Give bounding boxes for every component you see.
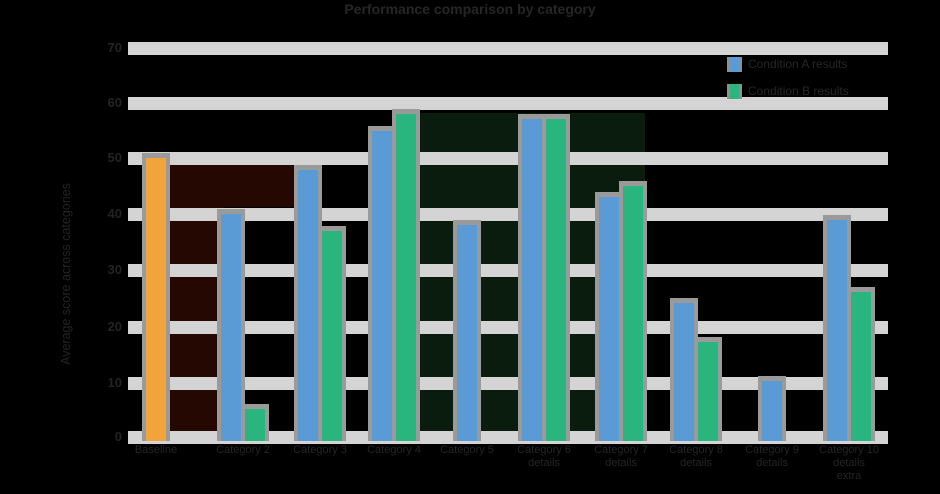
x-tick-label: Category 4 xyxy=(367,444,421,456)
bar-green-group-8 xyxy=(694,337,722,441)
y-tick-label: 40 xyxy=(107,206,122,221)
legend-item-2: Condition B results xyxy=(727,83,849,99)
legend-label: Condition B results xyxy=(748,84,849,98)
y-tick-label: 50 xyxy=(107,150,122,165)
bar-green-group-2 xyxy=(241,404,269,441)
y-tick-label: 60 xyxy=(107,95,122,110)
x-tick-label: Category 2 xyxy=(216,444,270,456)
bar-green-group-4 xyxy=(392,108,420,441)
legend-swatch-icon xyxy=(727,56,742,72)
x-tick-label: Baseline xyxy=(134,444,178,456)
bar-blue-group-5 xyxy=(453,220,481,441)
bar-green-group-10 xyxy=(847,287,875,441)
y-tick-label: 10 xyxy=(107,375,122,390)
x-tick-label: Category 3 xyxy=(293,444,347,456)
legend-swatch-icon xyxy=(727,83,742,99)
gridline xyxy=(128,96,888,110)
y-tick-label: 70 xyxy=(107,40,122,55)
bar-green-group-3 xyxy=(318,225,346,441)
x-tick-label: Category 6 details xyxy=(517,444,571,469)
y-axis-title: Average score across categories xyxy=(59,183,73,365)
y-tick-label: 0 xyxy=(114,429,122,444)
chart-title: Performance comparison by category xyxy=(344,1,596,17)
bar-blue-group-2 xyxy=(217,209,245,441)
gridline xyxy=(128,151,888,165)
gridline xyxy=(128,41,888,55)
y-tick-label: 20 xyxy=(107,319,122,334)
bar-baseline-group-1 xyxy=(142,153,170,441)
legend-label: Condition A results xyxy=(748,57,848,71)
x-tick-label: Category 5 xyxy=(440,444,494,456)
legend: Condition A results Condition B results xyxy=(727,56,849,110)
bar-green-group-7 xyxy=(619,181,647,441)
x-tick-label: Category 10 details extra xyxy=(819,444,879,482)
bar-blue-group-9 xyxy=(758,376,786,441)
x-tick-label: Category 8 details xyxy=(669,444,723,469)
y-tick-label: 30 xyxy=(107,262,122,277)
bar-green-group-6 xyxy=(542,114,570,441)
legend-item-1: Condition A results xyxy=(727,56,849,72)
x-tick-label: Category 9 details xyxy=(745,444,799,469)
decline-region xyxy=(166,158,224,440)
x-tick-label: Category 7 details xyxy=(594,444,648,469)
